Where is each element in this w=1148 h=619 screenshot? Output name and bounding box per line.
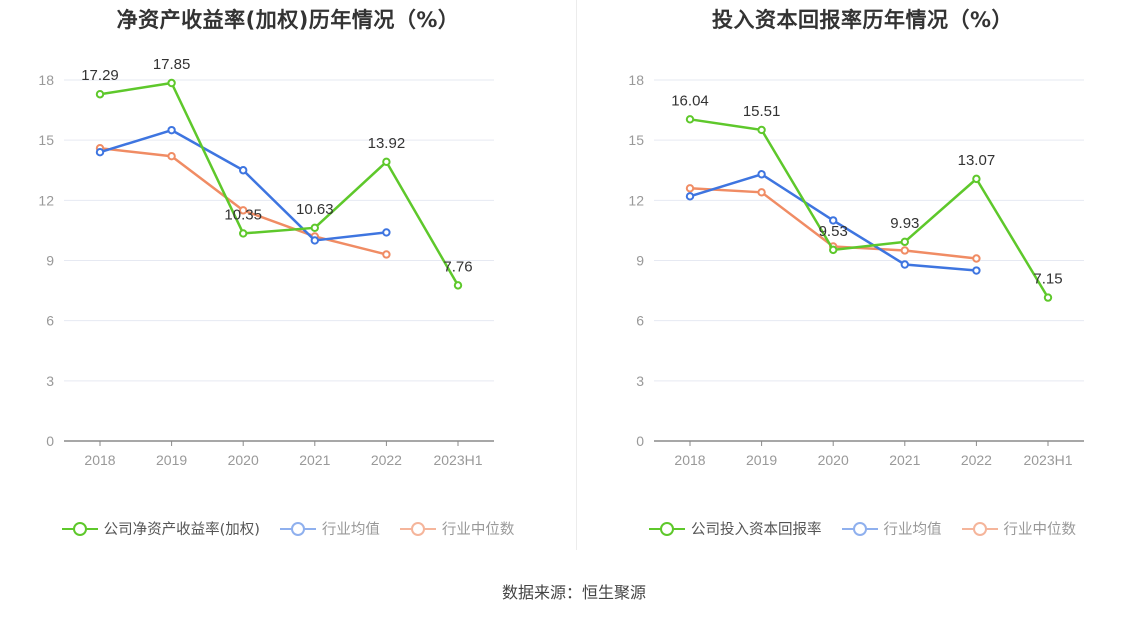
y-tick-label: 3 xyxy=(46,373,54,389)
y-tick-label: 6 xyxy=(636,313,644,329)
y-tick-label: 12 xyxy=(628,192,644,208)
y-tick-label: 0 xyxy=(46,433,54,449)
roic-line-chart: 0 3 6 9 12 15 18 2018 2019 2020 2021 2022 2023H1 16.0… xyxy=(628,72,1084,468)
data-point xyxy=(310,223,319,233)
y-tick-label: 9 xyxy=(636,253,644,269)
chart-legend: 公司投入资本回报率 行业均值 行业中位数 xyxy=(577,518,1148,539)
data-point xyxy=(900,246,909,255)
legend-label: 行业中位数 xyxy=(441,522,515,538)
legend-item-industry-avg[interactable]: 行业均值 xyxy=(279,518,380,539)
legend-label: 行业均值 xyxy=(321,522,380,538)
y-tick-label: 18 xyxy=(628,72,644,88)
data-point xyxy=(757,125,766,135)
data-point xyxy=(382,228,391,237)
legend-item-industry-avg[interactable]: 行业均值 xyxy=(841,518,942,539)
legend-label: 行业均值 xyxy=(883,522,942,538)
x-tick-label: 2018 xyxy=(674,452,705,468)
legend-label: 行业中位数 xyxy=(1003,522,1077,538)
data-label: 16.04 xyxy=(671,92,709,109)
data-label: 10.63 xyxy=(296,201,334,218)
panel-divider xyxy=(576,0,577,550)
data-point xyxy=(382,157,391,167)
data-label: 13.92 xyxy=(368,135,406,152)
data-label: 7.76 xyxy=(443,258,472,275)
data-point xyxy=(685,184,695,193)
data-point xyxy=(239,229,248,238)
y-tick-label: 12 xyxy=(38,192,54,208)
data-label: 17.85 xyxy=(153,56,191,73)
x-tick-label: 2021 xyxy=(299,452,330,468)
data-point xyxy=(757,170,766,179)
series-line xyxy=(99,128,387,242)
legend-marker-company xyxy=(649,521,685,536)
x-tick-label: 2022 xyxy=(371,452,402,468)
data-point xyxy=(167,152,176,161)
y-tick-label: 15 xyxy=(38,132,54,148)
data-point xyxy=(757,188,766,197)
legend-marker-avg xyxy=(279,521,316,536)
y-tick-label: 18 xyxy=(38,72,54,88)
roic-chart-panel: 投入资本回报率历年情况（%） 0 3 6 9 12 15 18 2018 2019 2020 202… xyxy=(577,0,1148,560)
roe-line-chart: 0 3 6 9 12 15 18 2018 2019 2020 2021 2022 2023H1 17.2… xyxy=(38,56,494,468)
y-tick-label: 9 xyxy=(46,253,54,269)
data-point xyxy=(685,115,695,124)
legend-item-company-roic[interactable]: 公司投入资本回报率 xyxy=(649,518,822,539)
data-point xyxy=(829,216,838,225)
data-point xyxy=(382,250,391,259)
data-label: 10.35 xyxy=(224,206,262,223)
chart-title: 投入资本回报率历年情况（%） xyxy=(711,8,1014,32)
y-tick-label: 15 xyxy=(628,132,644,148)
data-label: 15.51 xyxy=(743,103,781,120)
y-tick-label: 0 xyxy=(636,433,644,449)
data-point xyxy=(167,125,176,135)
data-point xyxy=(829,245,838,255)
y-tick-label: 6 xyxy=(46,313,54,329)
chart-title: 净资产收益率(加权)历年情况（%） xyxy=(116,8,460,32)
x-tick-label: 2021 xyxy=(889,452,920,468)
legend-label: 公司投入资本回报率 xyxy=(691,522,822,538)
x-tick-label: 2020 xyxy=(818,452,849,468)
data-point xyxy=(972,266,981,275)
legend-marker-avg xyxy=(841,521,878,536)
data-label: 9.93 xyxy=(890,215,919,232)
data-point xyxy=(453,281,463,290)
legend-item-company-roe[interactable]: 公司净资产收益率(加权) xyxy=(61,518,260,539)
x-tick-label: 2023H1 xyxy=(433,452,482,468)
legend-marker-median xyxy=(961,521,998,536)
legend-marker-median xyxy=(399,521,436,536)
x-tick-label: 2019 xyxy=(746,452,777,468)
data-point xyxy=(239,166,248,175)
legend-item-industry-median[interactable]: 行业中位数 xyxy=(961,518,1077,539)
legend-item-industry-median[interactable]: 行业中位数 xyxy=(399,518,515,539)
data-point xyxy=(95,148,105,157)
roe-chart-panel: 净资产收益率(加权)历年情况（%） 0 3 6 9 12 15 18 2018 2019 2020… xyxy=(0,0,576,560)
x-tick-label: 2019 xyxy=(156,452,187,468)
data-point xyxy=(167,78,176,88)
x-tick-label: 2020 xyxy=(228,452,259,468)
data-point xyxy=(685,192,695,201)
chart-legend: 公司净资产收益率(加权) 行业均值 行业中位数 xyxy=(0,518,576,539)
data-point xyxy=(972,174,981,184)
data-label: 13.07 xyxy=(958,152,996,169)
legend-marker-company xyxy=(61,521,98,536)
data-point xyxy=(972,254,981,263)
data-point xyxy=(239,206,248,215)
data-point xyxy=(95,90,105,99)
x-tick-label: 2023H1 xyxy=(1023,452,1072,468)
x-tick-label: 2022 xyxy=(961,452,992,468)
legend-label: 公司净资产收益率(加权) xyxy=(103,522,260,538)
data-point xyxy=(1043,293,1053,302)
data-label: 9.53 xyxy=(819,223,848,240)
data-point xyxy=(900,260,909,269)
data-label: 7.15 xyxy=(1033,271,1062,288)
data-point xyxy=(310,236,319,245)
series-line xyxy=(689,118,1050,299)
data-source-note: 数据来源：恒生聚源 xyxy=(501,583,646,602)
series-line xyxy=(99,81,460,286)
data-label: 17.29 xyxy=(81,67,119,84)
x-tick-label: 2018 xyxy=(84,452,115,468)
data-point xyxy=(900,237,909,247)
y-tick-label: 3 xyxy=(636,373,644,389)
